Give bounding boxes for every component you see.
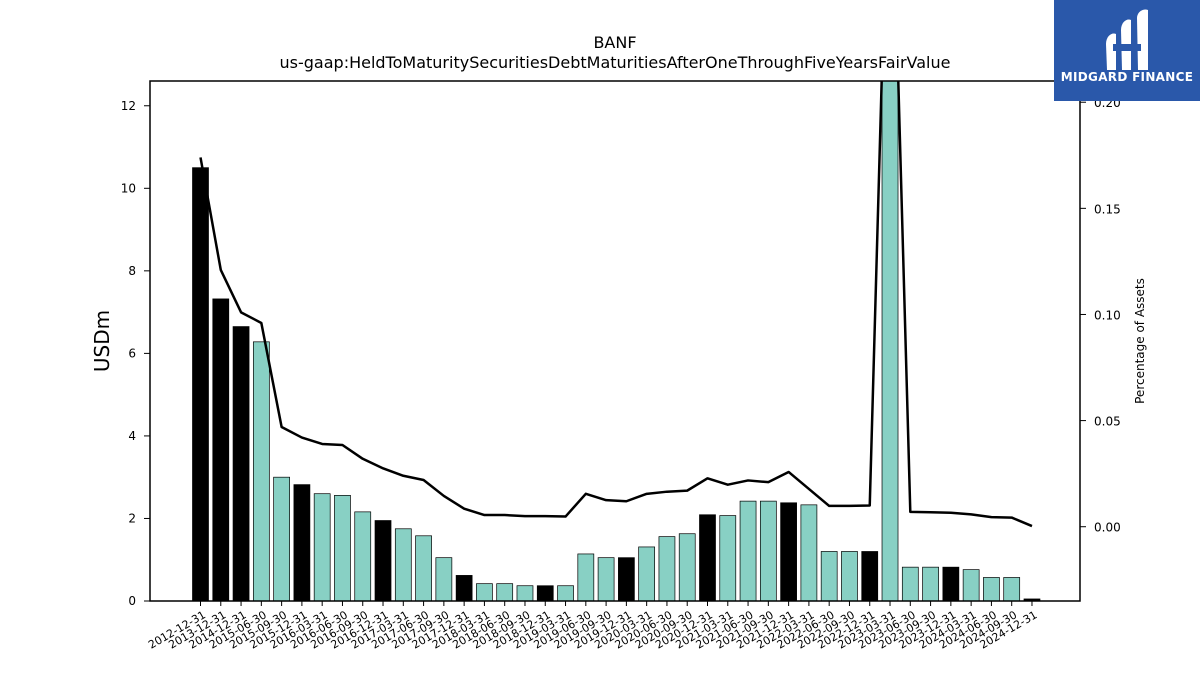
bar-2022-12-31	[861, 551, 879, 601]
bar-2023-09-30	[922, 566, 939, 601]
percentage-line	[199, 81, 1033, 528]
bar-2016-06-30	[334, 495, 351, 601]
bar-2019-03-31	[557, 585, 574, 601]
bar-2019-12-31	[618, 557, 635, 601]
bar-2017-03-31	[394, 528, 412, 601]
bar-2017-06-30	[415, 535, 432, 601]
y-tick-label: 10	[121, 181, 136, 195]
bar-2023-12-31	[942, 566, 960, 601]
y-axis-label: USDm	[90, 310, 114, 372]
bar-2021-12-31	[780, 502, 797, 601]
y-axis-left: 0 2 4 6 8 10 12	[121, 99, 150, 608]
bar-2020-03-31	[638, 546, 656, 601]
bar-2013-12-31	[212, 298, 230, 601]
bar-2020-12-31	[699, 514, 716, 601]
plot-frame	[149, 80, 1081, 602]
logo-text: MIDGARD FINANCE	[1061, 70, 1193, 84]
bar-2021-06-30	[739, 500, 757, 601]
x-axis: 2012-12-312013-12-312014-12-312015-06-30…	[146, 601, 1039, 652]
bars-layer	[192, 81, 1041, 601]
y2-tick-label: 0.05	[1094, 415, 1121, 429]
bar-2018-09-30	[516, 585, 534, 601]
bar-2017-09-30	[435, 557, 453, 601]
bar-2024-09-30	[1003, 577, 1021, 601]
bar-2015-06-30	[252, 341, 270, 601]
bar-2020-09-30	[678, 533, 696, 601]
bar-2022-06-30	[820, 551, 838, 601]
y2-axis-label: Percentage of Assets	[1133, 278, 1147, 404]
bar-2015-12-31	[293, 484, 311, 601]
bar-2016-12-31	[374, 520, 392, 601]
bar-2024-03-31	[962, 569, 980, 601]
y-tick-label: 8	[128, 264, 136, 278]
y-tick-label: 4	[128, 429, 136, 443]
chart-title: BANF	[593, 33, 636, 52]
y-tick-label: 6	[128, 346, 136, 360]
line-layer	[199, 81, 1033, 528]
bar-2019-06-30	[577, 553, 595, 601]
bar-2020-06-30	[658, 536, 676, 601]
y-axis-right: 0.000.050.100.150.20	[1080, 96, 1121, 535]
y2-tick-label: 0.15	[1094, 202, 1121, 216]
y-tick-label: 2	[128, 511, 136, 525]
y2-tick-label: 0.10	[1094, 308, 1121, 322]
bar-2018-03-31	[476, 583, 493, 601]
y-tick-label: 0	[128, 594, 136, 608]
bar-2017-12-31	[455, 575, 473, 601]
bar-2014-12-31	[232, 326, 250, 601]
chart-subtitle: us-gaap:HeldToMaturitySecuritiesDebtMatu…	[280, 53, 951, 72]
bar-2024-12-31	[1023, 598, 1041, 601]
bar-2023-03-31	[881, 81, 899, 601]
bar-2016-09-30	[354, 511, 372, 601]
bar-2019-09-30	[597, 557, 615, 601]
bar-2016-03-31	[313, 493, 331, 601]
midgard-logo-icon	[1106, 9, 1148, 71]
bar-2024-06-30	[983, 577, 1000, 601]
bar-2023-06-30	[901, 566, 919, 601]
bar-2015-09-30	[273, 476, 290, 601]
bar-2022-03-31	[800, 504, 818, 601]
bar-2012-12-31	[192, 167, 209, 601]
logo: MIDGARD FINANCE	[1054, 0, 1200, 101]
y2-tick-label: 0.00	[1094, 521, 1121, 535]
bar-2021-03-31	[719, 515, 737, 601]
bar-2018-12-31	[536, 585, 554, 601]
bar-2018-06-30	[496, 583, 514, 601]
y-tick-label: 12	[121, 99, 136, 113]
bar-2022-09-30	[841, 551, 858, 601]
bar-2021-09-30	[759, 500, 777, 601]
